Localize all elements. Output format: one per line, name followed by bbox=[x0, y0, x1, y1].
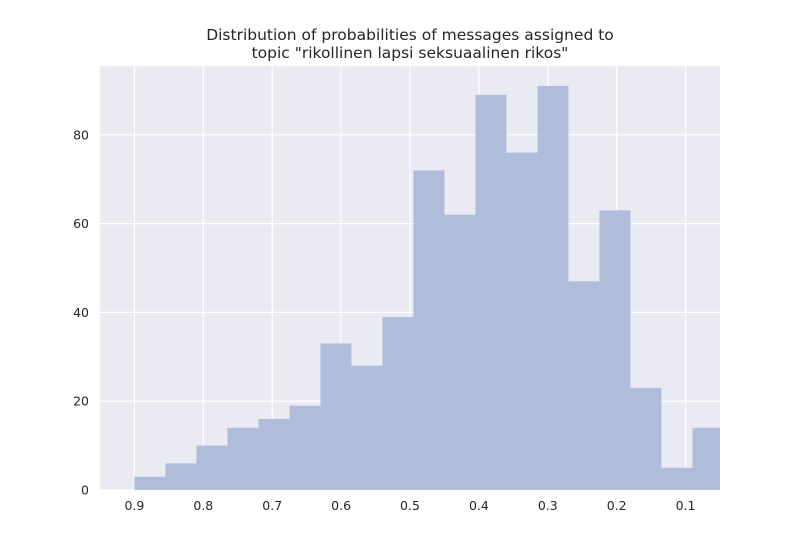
histogram-bar bbox=[165, 463, 197, 490]
histogram-bar bbox=[692, 427, 720, 490]
y-tick-label: 0 bbox=[81, 483, 89, 498]
x-tick-label: 0.6 bbox=[331, 498, 351, 513]
x-tick-label: 0.3 bbox=[538, 498, 558, 513]
x-tick-label: 0.5 bbox=[400, 498, 420, 513]
histogram-bar bbox=[258, 418, 290, 490]
histogram-bar bbox=[320, 343, 352, 490]
histogram-bar bbox=[661, 467, 693, 490]
histogram-bar bbox=[537, 85, 569, 490]
histogram-bar bbox=[134, 476, 166, 490]
x-tick-label: 0.2 bbox=[607, 498, 627, 513]
histogram-bars bbox=[134, 85, 720, 491]
histogram-bar bbox=[413, 170, 445, 490]
histogram-bar bbox=[568, 281, 600, 490]
chart-title-line-2: topic "rikollinen lapsi seksuaalinen rik… bbox=[252, 44, 569, 62]
x-tick-label: 0.7 bbox=[262, 498, 282, 513]
x-tick-label: 0.8 bbox=[193, 498, 213, 513]
histogram-bar bbox=[444, 214, 476, 491]
histogram-bar bbox=[196, 445, 228, 490]
y-tick-label: 40 bbox=[73, 305, 89, 320]
histogram-bar bbox=[351, 365, 383, 490]
histogram-bar bbox=[475, 94, 507, 490]
x-axis-ticks: 0.9 0.8 0.7 0.6 0.5 0.4 0.3 0.2 0.1 bbox=[124, 498, 695, 513]
x-tick-label: 0.1 bbox=[676, 498, 696, 513]
y-tick-label: 60 bbox=[73, 216, 89, 231]
x-tick-label: 0.9 bbox=[124, 498, 144, 513]
x-tick-label: 0.4 bbox=[469, 498, 489, 513]
histogram-bar bbox=[227, 427, 259, 490]
chart-title-line-1: Distribution of probabilities of message… bbox=[206, 26, 614, 44]
histogram-bar bbox=[599, 210, 631, 490]
histogram-bar bbox=[382, 316, 414, 490]
histogram-bar bbox=[289, 405, 321, 490]
histogram-bar bbox=[506, 152, 538, 490]
y-axis-ticks: 0 20 40 60 80 bbox=[73, 127, 89, 497]
histogram-bar bbox=[630, 387, 662, 490]
y-tick-label: 20 bbox=[73, 394, 89, 409]
y-tick-label: 80 bbox=[73, 127, 89, 142]
